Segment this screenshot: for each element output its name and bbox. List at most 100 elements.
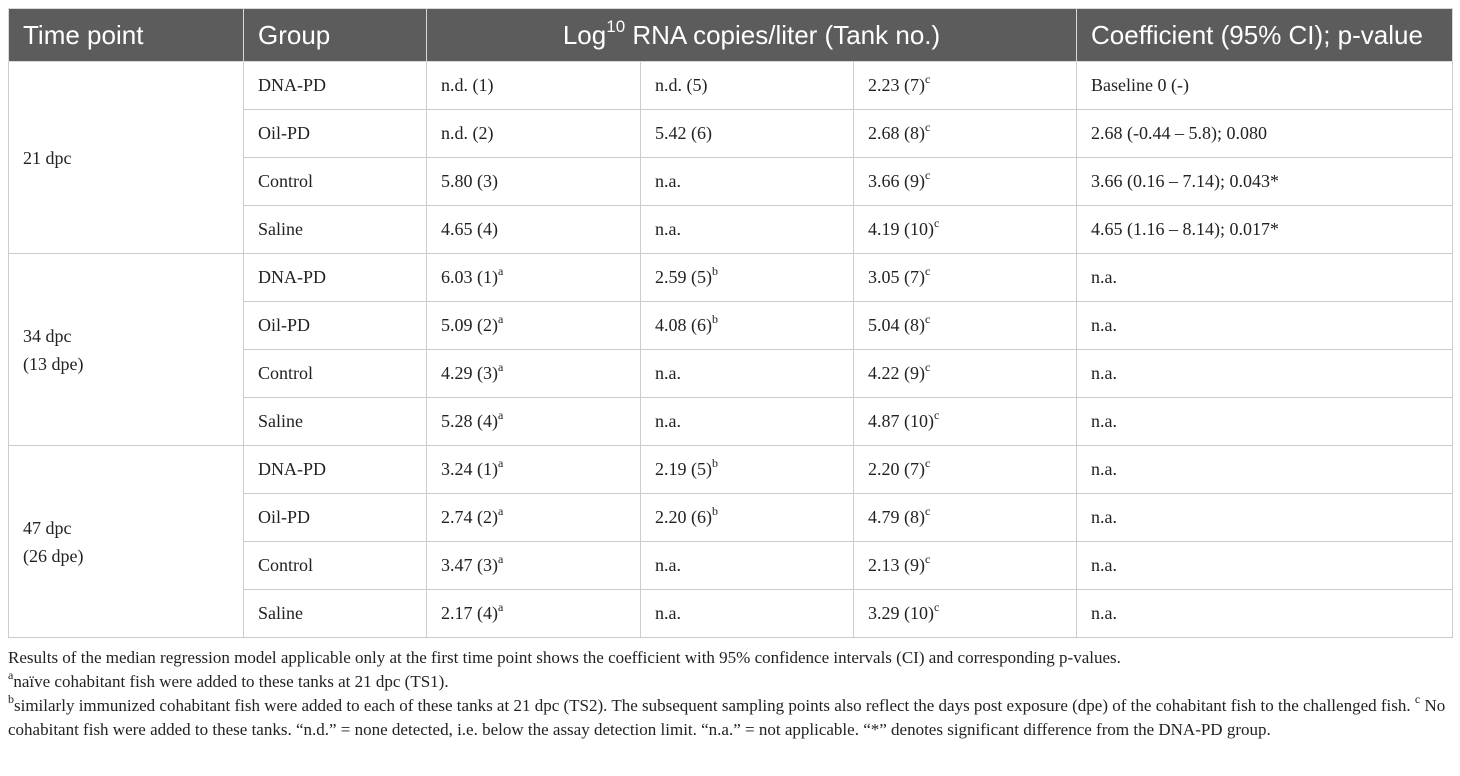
value-sup: c: [925, 312, 931, 326]
value-cell: 4.19 (10)c: [852, 205, 1078, 254]
value-sup: c: [934, 600, 940, 614]
value-text: 3.29 (10): [868, 603, 934, 623]
value-cell: 3.66 (9)c: [852, 157, 1078, 206]
time-line: 34 dpc: [23, 325, 72, 346]
value-text: 2.19 (5): [655, 459, 712, 479]
value-text: 4.87 (10): [868, 411, 934, 431]
value-cell: 4.29 (3)a: [426, 349, 641, 398]
value-cell: n.a.: [640, 397, 854, 446]
table-wrap: Time point Group Log10 RNA copies/liter …: [8, 8, 1454, 638]
value-sup: c: [925, 552, 931, 566]
value-sup: a: [498, 600, 504, 614]
value-text: 6.03 (1): [441, 267, 498, 287]
footnote-mark: a: [8, 668, 14, 682]
table-row: Control 5.80 (3) n.a. 3.66 (9)c 3.66 (0.16 –…: [9, 157, 1454, 206]
group-cell: Control: [243, 541, 427, 590]
value-cell: 5.04 (8)c: [852, 301, 1078, 350]
group-cell: Saline: [243, 397, 427, 446]
value-sup: c: [925, 360, 931, 374]
value-cell: Baseline 0 (-): [1076, 61, 1454, 110]
header-text: Log: [562, 19, 607, 50]
value-text: 3.05 (7): [868, 267, 925, 287]
value-sup: c: [925, 264, 931, 278]
time-cell: 47 dpc (26 dpe): [8, 445, 244, 638]
table-body: 21 dpc DNA-PD n.d. (1) n.d. (5) 2.23 (7)c Bas…: [8, 61, 1454, 638]
value-text: 3.66 (9): [868, 171, 925, 191]
value-cell: 2.68 (-0.44 – 5.8); 0.080: [1076, 109, 1454, 158]
group-cell: Control: [243, 349, 427, 398]
value-text: 4.19 (10): [868, 219, 934, 239]
value-cell: n.a.: [1076, 589, 1454, 638]
value-cell: 2.68 (8)c: [852, 109, 1078, 158]
table: Time point Group Log10 RNA copies/liter …: [8, 8, 1454, 638]
value-text: 3.24 (1): [441, 459, 498, 479]
value-cell: n.d. (1): [426, 61, 641, 110]
value-cell: n.a.: [1076, 397, 1454, 446]
group-cell: Control: [243, 157, 427, 206]
group-cell: DNA-PD: [243, 61, 427, 110]
value-text: 2.20 (7): [868, 459, 925, 479]
value-cell: 2.20 (6)b: [640, 493, 854, 542]
value-cell: 2.17 (4)a: [426, 589, 641, 638]
value-text: 4.29 (3): [441, 363, 498, 383]
footnote: anaïve cohabitant fish were added to the…: [8, 668, 1452, 694]
value-text: 5.04 (8): [868, 315, 925, 335]
time-line: (13 dpe): [23, 353, 84, 374]
footnote-text: No cohabitant fish were added to these t…: [8, 696, 1446, 739]
value-cell: n.a.: [640, 541, 854, 590]
value-cell: 5.80 (3): [426, 157, 641, 206]
value-cell: n.a.: [640, 349, 854, 398]
value-cell: 2.23 (7)c: [852, 61, 1078, 110]
value-sup: a: [498, 504, 504, 518]
value-cell: n.d. (2): [426, 109, 641, 158]
time-line: (26 dpe): [23, 545, 84, 566]
value-text: 5.28 (4): [441, 411, 498, 431]
value-cell: n.a.: [1076, 445, 1454, 494]
group-cell: DNA-PD: [243, 445, 427, 494]
header-cell: Log10 RNA copies/liter (Tank no.): [425, 8, 1078, 62]
group-cell: Oil-PD: [243, 109, 427, 158]
header-cell: Group: [243, 8, 427, 62]
table-row: Control 4.29 (3)a n.a. 4.22 (9)c n.a.: [9, 349, 1454, 398]
time-line: 47 dpc: [23, 517, 72, 538]
value-text: 2.20 (6): [655, 507, 712, 527]
value-text: 2.23 (7): [868, 75, 925, 95]
value-sup: c: [925, 456, 931, 470]
value-cell: 5.09 (2)a: [426, 301, 641, 350]
value-sup: a: [498, 264, 504, 278]
table-row: Oil-PD n.d. (2) 5.42 (6) 2.68 (8)c 2.68 (-0.…: [9, 109, 1454, 158]
value-sup: c: [925, 72, 931, 86]
value-cell: n.a.: [1076, 349, 1454, 398]
value-cell: n.a.: [640, 157, 854, 206]
value-sup: a: [498, 456, 504, 470]
value-cell: 2.74 (2)a: [426, 493, 641, 542]
value-sup: c: [934, 408, 940, 422]
value-cell: n.a.: [1076, 253, 1454, 302]
value-sup: c: [925, 504, 931, 518]
table-row: Saline 5.28 (4)a n.a. 4.87 (10)c n.a.: [9, 397, 1454, 446]
value-cell: 2.19 (5)b: [640, 445, 854, 494]
value-cell: n.a.: [1076, 493, 1454, 542]
value-sup: c: [925, 168, 931, 182]
value-cell: 4.79 (8)c: [852, 493, 1078, 542]
value-cell: n.a.: [1076, 301, 1454, 350]
value-cell: 4.22 (9)c: [852, 349, 1078, 398]
value-text: 4.79 (8): [868, 507, 925, 527]
notes: Results of the median regression model a…: [8, 646, 1452, 742]
time-cell: 21 dpc: [8, 61, 244, 254]
value-sup: a: [498, 360, 504, 374]
value-cell: 2.20 (7)c: [852, 445, 1078, 494]
value-cell: 5.28 (4)a: [426, 397, 641, 446]
value-cell: n.a.: [1076, 541, 1454, 590]
value-sup: a: [498, 312, 504, 326]
footnote-mark: c: [1414, 692, 1421, 706]
table-row: Control 3.47 (3)a n.a. 2.13 (9)c n.a.: [9, 541, 1454, 590]
footnote-text: naïve cohabitant fish were added to thes…: [13, 672, 449, 691]
table-row: 21 dpc DNA-PD n.d. (1) n.d. (5) 2.23 (7)c Bas…: [8, 61, 1454, 254]
value-cell: 3.24 (1)a: [426, 445, 641, 494]
value-cell: 3.47 (3)a: [426, 541, 641, 590]
group-cell: DNA-PD: [243, 253, 427, 302]
note-summary: Results of the median regression model a…: [8, 648, 1121, 667]
value-cell: 2.13 (9)c: [852, 541, 1078, 590]
value-text: 2.13 (9): [868, 555, 925, 575]
